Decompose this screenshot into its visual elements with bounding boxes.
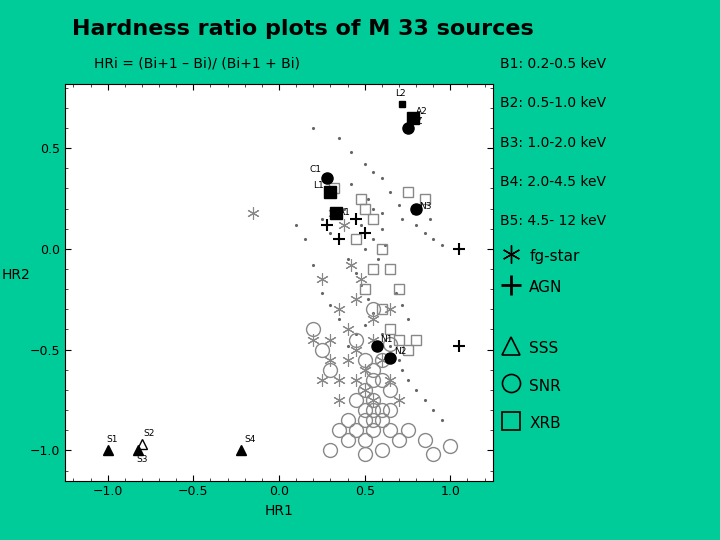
Text: B1: 0.2-0.5 keV: B1: 0.2-0.5 keV <box>500 57 606 71</box>
Text: SNR: SNR <box>529 379 561 394</box>
Text: HRi = (Bi+1 – Bi)/ (Bi+1 + Bi): HRi = (Bi+1 – Bi)/ (Bi+1 + Bi) <box>94 57 300 71</box>
Text: AGN: AGN <box>529 280 562 295</box>
Text: N2: N2 <box>394 347 406 356</box>
Text: N1: N1 <box>380 335 392 343</box>
X-axis label: HR1: HR1 <box>264 504 294 518</box>
Text: L2: L2 <box>395 89 406 98</box>
Text: A2: A2 <box>416 107 428 116</box>
Text: B4: 2.0-4.5 keV: B4: 2.0-4.5 keV <box>500 175 606 189</box>
Text: S2: S2 <box>143 429 155 438</box>
Text: B2: 0.5-1.0 keV: B2: 0.5-1.0 keV <box>500 96 606 110</box>
Text: Hardness ratio plots of M 33 sources: Hardness ratio plots of M 33 sources <box>71 19 534 39</box>
Text: XRB: XRB <box>529 416 561 431</box>
Text: SSS: SSS <box>529 341 559 356</box>
Text: CZ: CZ <box>411 117 423 126</box>
Text: B3: 1.0-2.0 keV: B3: 1.0-2.0 keV <box>500 136 606 150</box>
Text: S4: S4 <box>245 435 256 444</box>
Text: S1: S1 <box>106 435 117 444</box>
Text: L1: L1 <box>313 181 324 191</box>
Text: fg-star: fg-star <box>529 249 580 264</box>
Text: N3: N3 <box>420 201 432 211</box>
Text: B5: 4.5- 12 keV: B5: 4.5- 12 keV <box>500 214 606 228</box>
Text: A1: A1 <box>339 208 351 217</box>
Text: C1: C1 <box>310 165 322 174</box>
Text: S3: S3 <box>137 455 148 464</box>
Y-axis label: HR2: HR2 <box>1 268 30 282</box>
